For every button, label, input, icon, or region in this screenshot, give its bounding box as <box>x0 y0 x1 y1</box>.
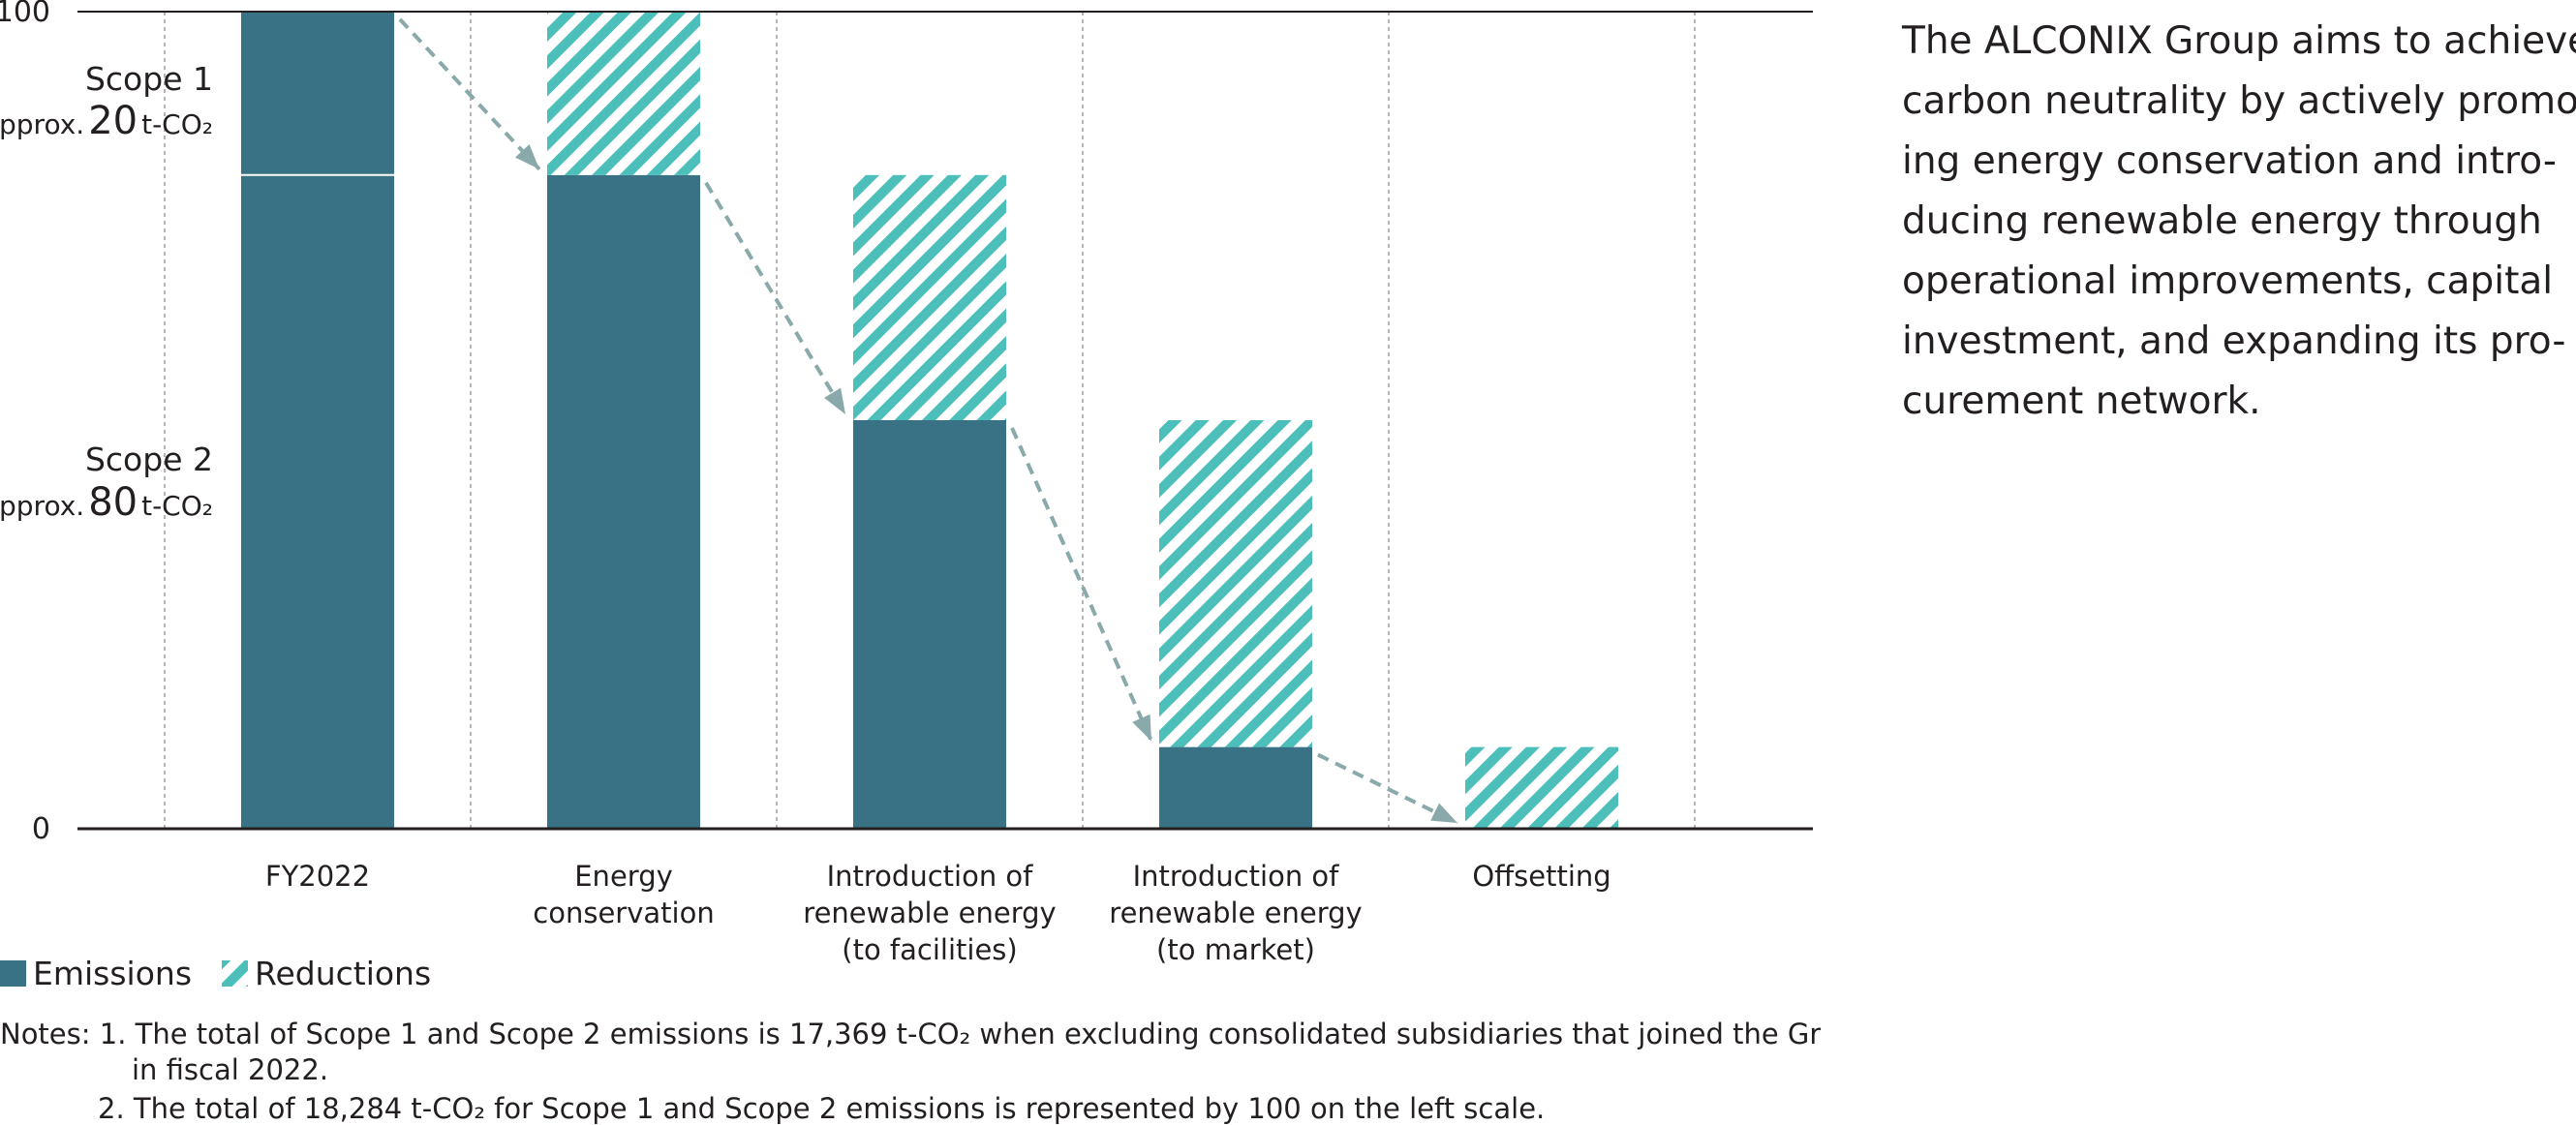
trend-arrow-head-0 <box>514 143 539 169</box>
note-line-2: in fiscal 2022. <box>132 1053 328 1086</box>
description-line: investment, and expanding its pro- <box>1902 319 2566 363</box>
x-tick-label-1: conservation <box>533 897 714 929</box>
description-text: The ALCONIX Group aims to achieve carbon… <box>1902 12 2576 432</box>
bar-reductions-3 <box>1159 420 1312 747</box>
x-tick-label-2: Introduction of <box>827 860 1034 893</box>
bar-emissions-0 <box>241 12 394 829</box>
scope2-label: Scope 2 <box>85 441 213 478</box>
bar-emissions-3 <box>1159 746 1312 829</box>
y-tick-label: 0 <box>32 812 50 846</box>
bar-reductions-1 <box>547 12 700 175</box>
x-tick-label-1: Energy <box>574 860 673 893</box>
description-line: curement network. <box>1902 380 2261 423</box>
x-tick-label-4: Offsetting <box>1472 860 1610 893</box>
scope2-amount: Approx.80t-CO₂ <box>0 480 213 525</box>
y-tick-label: 100 <box>0 0 50 29</box>
trend-arrow-line-2 <box>1010 427 1153 743</box>
scope1-annotation: Scope 1 Approx.20t-CO₂ <box>0 60 213 143</box>
note-line-1: Notes: 1. The total of Scope 1 and Scope… <box>0 1018 1821 1050</box>
description-line: carbon neutrality by actively promot- <box>1902 79 2576 123</box>
bar-emissions-2 <box>853 420 1006 829</box>
description-line: ducing renewable energy through <box>1902 199 2542 243</box>
legend-swatch-emissions <box>0 960 26 987</box>
x-tick-label-2: renewable energy <box>803 897 1056 929</box>
description-line: operational improvements, capital <box>1902 259 2554 303</box>
x-tick-label-3: Introduction of <box>1133 860 1340 893</box>
x-tick-label-2: (to facilities) <box>842 933 1017 966</box>
trend-arrow-line-0 <box>398 17 541 171</box>
trend-arrow-head-1 <box>824 387 845 414</box>
legend-label-reductions: Reductions <box>255 955 431 992</box>
bar-emissions-1 <box>547 174 700 830</box>
trend-arrows <box>398 17 1458 825</box>
notes: Notes: 1. The total of Scope 1 and Scope… <box>0 1018 1821 1125</box>
x-tick-label-3: (to market) <box>1156 933 1315 966</box>
description-line: ing energy conservation and intro- <box>1902 139 2557 183</box>
bars <box>241 12 1618 830</box>
legend: Emissions Reductions <box>0 955 431 992</box>
scope1-label: Scope 1 <box>85 60 213 98</box>
legend-swatch-reductions <box>222 960 248 987</box>
x-tick-label-0: FY2022 <box>265 860 370 893</box>
bar-reductions-2 <box>853 174 1006 420</box>
note-line-3: 2. The total of 18,284 t-CO₂ for Scope 1… <box>98 1092 1545 1125</box>
y-axis: 100 0 <box>0 0 50 846</box>
scope1-amount: Approx.20t-CO₂ <box>0 99 213 143</box>
x-tick-label-3: renewable energy <box>1109 897 1362 929</box>
scope2-annotation: Scope 2 Approx.80t-CO₂ <box>0 441 213 525</box>
trend-arrow-head-3 <box>1430 803 1457 823</box>
trend-arrow-line-1 <box>704 181 847 416</box>
waterfall-chart: 100 0 FY2022 Energy conservation Introductio… <box>0 0 1821 1125</box>
trend-arrow-line-3 <box>1317 752 1458 825</box>
x-axis-labels: FY2022 Energy conservation Introduction of r… <box>265 860 1611 966</box>
trend-arrow-head-2 <box>1132 714 1151 742</box>
description-line: The ALCONIX Group aims to achieve <box>1902 19 2576 63</box>
legend-label-emissions: Emissions <box>33 955 192 992</box>
bar-reductions-4 <box>1465 746 1618 829</box>
